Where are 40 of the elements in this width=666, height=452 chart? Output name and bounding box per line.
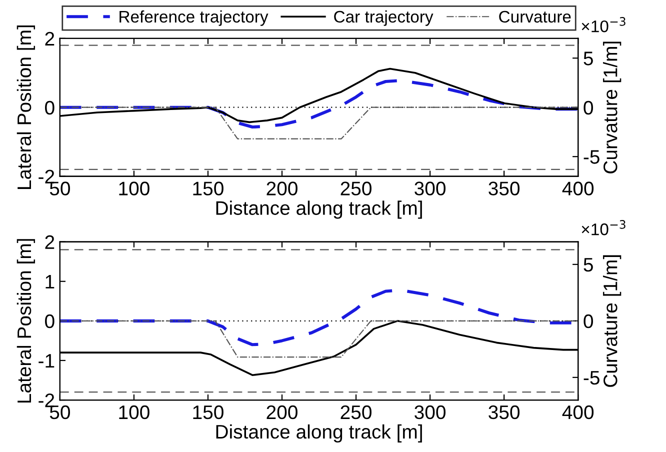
x-tick-label: 150 (193, 182, 224, 196)
x-tick-label: 350 (488, 405, 520, 420)
y2-axis-title: Curvature [1/m] (603, 42, 622, 174)
y2-tick-label: 0 (584, 314, 594, 328)
legend-label: Curvature (499, 10, 571, 23)
y2-tick-label: 0 (584, 100, 594, 115)
y2-axis-title: Curvature [1/m] (603, 255, 622, 387)
y-tick-label: 1 (46, 275, 54, 288)
x-tick-label: 300 (414, 405, 446, 420)
legend-label: Car trajectory (334, 10, 434, 26)
y-tick-label: 2 (45, 32, 54, 46)
line-series (60, 78, 578, 129)
y-axis-title: Lateral Position [m] (16, 239, 36, 403)
y-tick-label: -1 (38, 354, 54, 368)
text: ×10$^{−3}$ (582, 220, 626, 236)
x-axis-title: Distance along track [m] (216, 200, 422, 219)
x-tick-label: 400 (562, 405, 594, 420)
x-tick-label: 200 (266, 405, 298, 420)
y-tick-label: 2 (45, 235, 54, 249)
x-tick-label: 50 (50, 182, 70, 196)
x-tick-label: 350 (488, 182, 520, 196)
x-tick-label: 250 (340, 405, 372, 420)
y-tick-label: 0 (45, 100, 54, 115)
y2-tick-label: 5 (584, 258, 593, 272)
y-axis-title: Lateral Position [m] (16, 26, 36, 189)
x-tick-label: 200 (266, 182, 298, 196)
x-tick-label: 100 (119, 182, 150, 196)
legend-label: Reference trajectory (120, 10, 268, 26)
x-tick-label: 50 (50, 405, 70, 420)
x-tick-label: 100 (119, 405, 150, 420)
x-tick-label: 300 (414, 182, 446, 196)
x-tick-label: 400 (562, 182, 594, 196)
y2-tick-label: -5 (584, 371, 600, 385)
x-axis-title: Distance along track [m] (216, 424, 422, 443)
text: ×10$^{−3}$ (582, 17, 626, 32)
x-tick-label: 150 (193, 405, 224, 420)
y2-tick-label: -5 (584, 150, 600, 164)
y-tick-label: 0 (45, 314, 54, 328)
x-tick-label: 250 (340, 182, 372, 196)
y2-tick-label: 5 (584, 52, 593, 66)
